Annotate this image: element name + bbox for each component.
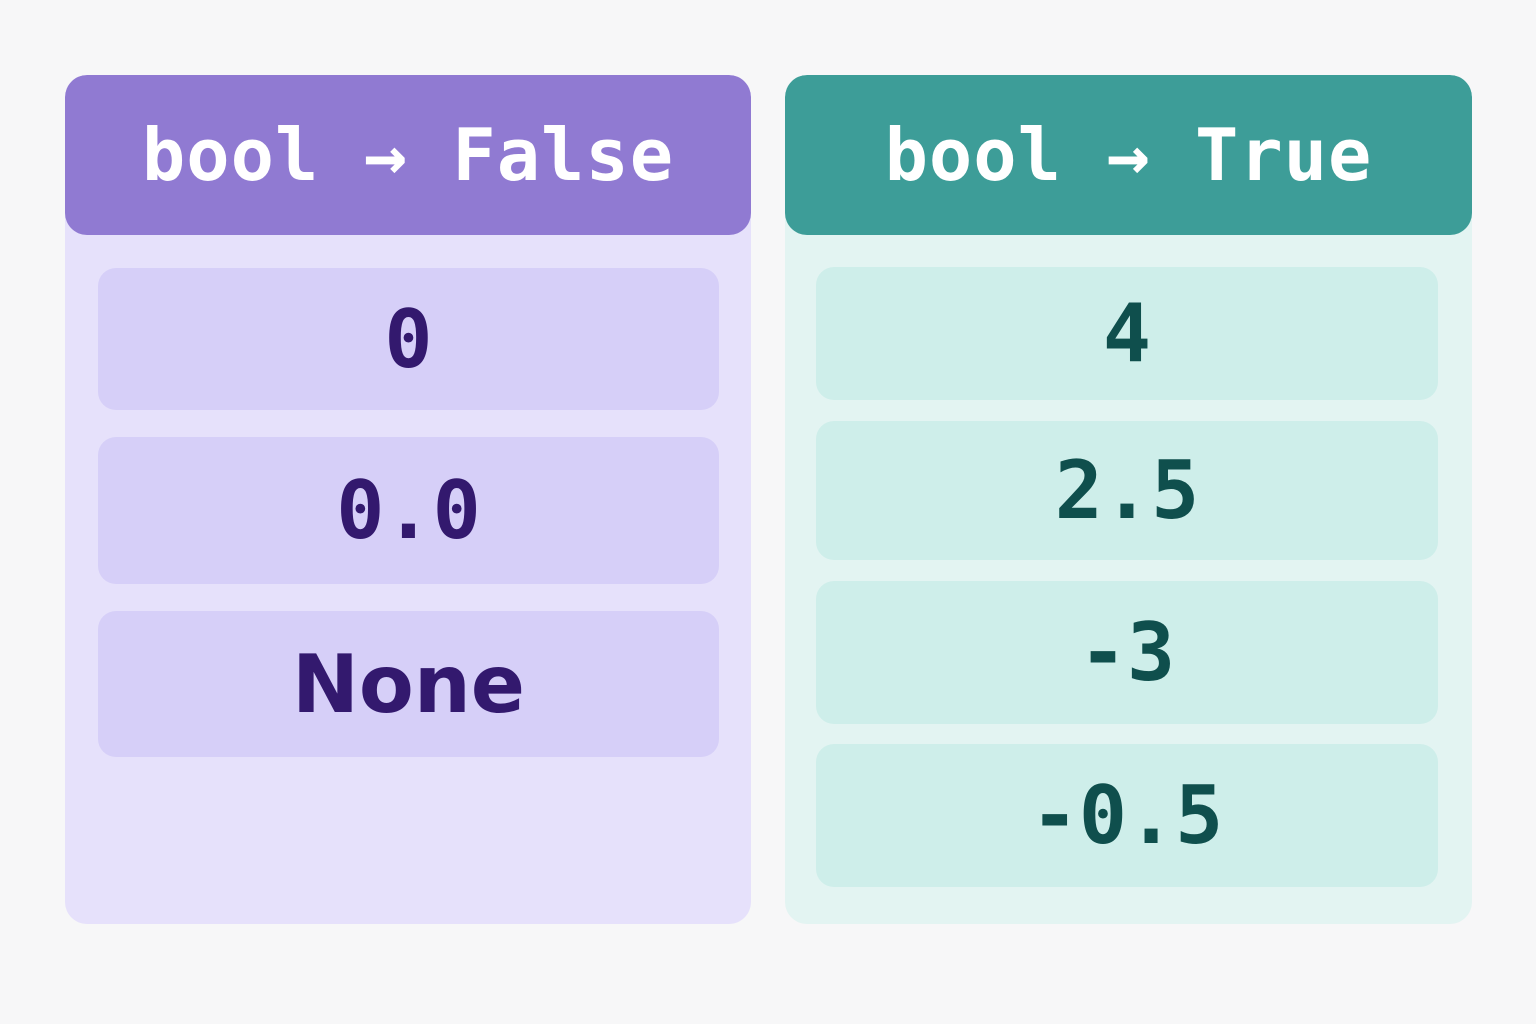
truthy-item-minus-half: -0.5 bbox=[816, 744, 1438, 887]
falsy-item-zero-float: 0.0 bbox=[98, 437, 719, 584]
truthy-item-minus-three: -3 bbox=[816, 581, 1438, 724]
falsy-item-none: None bbox=[98, 611, 719, 757]
truthy-item-two-point-five: 2.5 bbox=[816, 421, 1438, 560]
falsy-item-zero: 0 bbox=[98, 268, 719, 410]
falsy-header: bool → False bbox=[65, 75, 751, 235]
falsy-panel: bool → False 0 0.0 None bbox=[65, 75, 751, 924]
truthy-panel: bool → True 4 2.5 -3 -0.5 bbox=[785, 75, 1472, 924]
truthy-header: bool → True bbox=[785, 75, 1472, 235]
truthy-item-four: 4 bbox=[816, 267, 1438, 400]
